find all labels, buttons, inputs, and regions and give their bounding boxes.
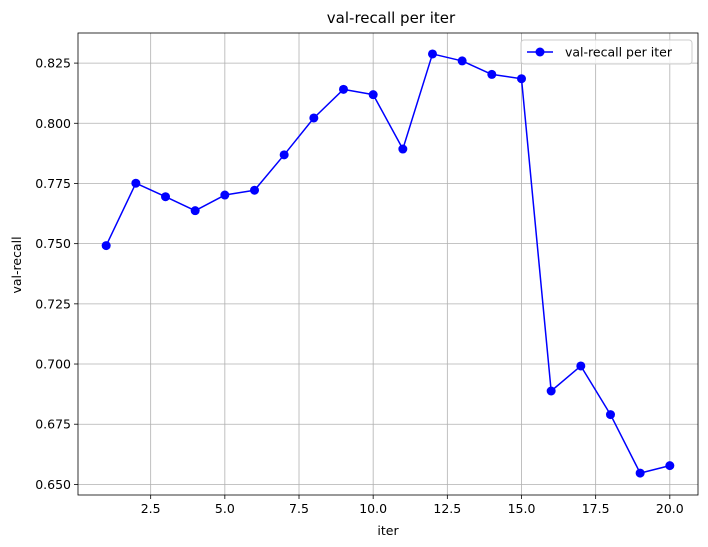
legend-marker [535, 47, 545, 57]
data-point [101, 241, 111, 251]
y-tick-label: 0.775 [35, 176, 71, 191]
plot-frame [77, 32, 699, 496]
legend-label: val-recall per iter [565, 45, 673, 60]
chart-title: val-recall per iter [327, 9, 456, 27]
data-point [487, 69, 497, 79]
x-tick-label: 5.0 [215, 501, 235, 516]
data-point [190, 206, 200, 216]
data-point [398, 144, 408, 154]
data-point [339, 84, 349, 94]
data-point [368, 90, 378, 100]
x-tick-label: 17.5 [582, 501, 610, 516]
y-axis: 0.650 0.675 0.700 0.725 0.750 0.775 0.800 0.825 [35, 56, 78, 492]
data-point [605, 410, 615, 420]
grid [78, 33, 698, 495]
y-tick-label: 0.800 [35, 116, 71, 131]
x-tick-label: 10.0 [359, 501, 387, 516]
data-point [220, 190, 230, 200]
data-point [250, 185, 260, 195]
legend-box [520, 39, 693, 65]
y-tick-label: 0.725 [35, 296, 71, 311]
y-tick-label: 0.675 [35, 417, 71, 432]
data-point [279, 150, 289, 160]
data-point [665, 461, 675, 471]
data-point [516, 74, 526, 84]
series-line [105, 53, 671, 474]
y-axis-label: val-recall [9, 236, 24, 293]
legend: val-recall per iter [520, 39, 693, 65]
y-tick-label: 0.700 [35, 357, 71, 372]
data-point [309, 113, 319, 123]
x-tick-label: 7.5 [289, 501, 309, 516]
data-point [635, 468, 645, 478]
x-tick-label: 2.5 [141, 501, 161, 516]
x-axis: 2.5 5.0 7.5 10.0 12.5 15.0 17.5 20.0 [141, 495, 684, 516]
y-tick-label: 0.825 [35, 56, 71, 71]
data-point [576, 361, 586, 371]
x-tick-label: 20.0 [656, 501, 684, 516]
data-point [161, 192, 171, 202]
y-tick-label: 0.750 [35, 236, 71, 251]
x-axis-label: iter [377, 523, 399, 538]
data-point [131, 178, 141, 188]
data-point [546, 386, 556, 396]
data-point [457, 56, 467, 66]
y-tick-label: 0.650 [35, 477, 71, 492]
x-tick-label: 12.5 [433, 501, 461, 516]
data-point [427, 49, 437, 59]
series-layer [101, 49, 675, 478]
x-tick-label: 15.0 [508, 501, 536, 516]
